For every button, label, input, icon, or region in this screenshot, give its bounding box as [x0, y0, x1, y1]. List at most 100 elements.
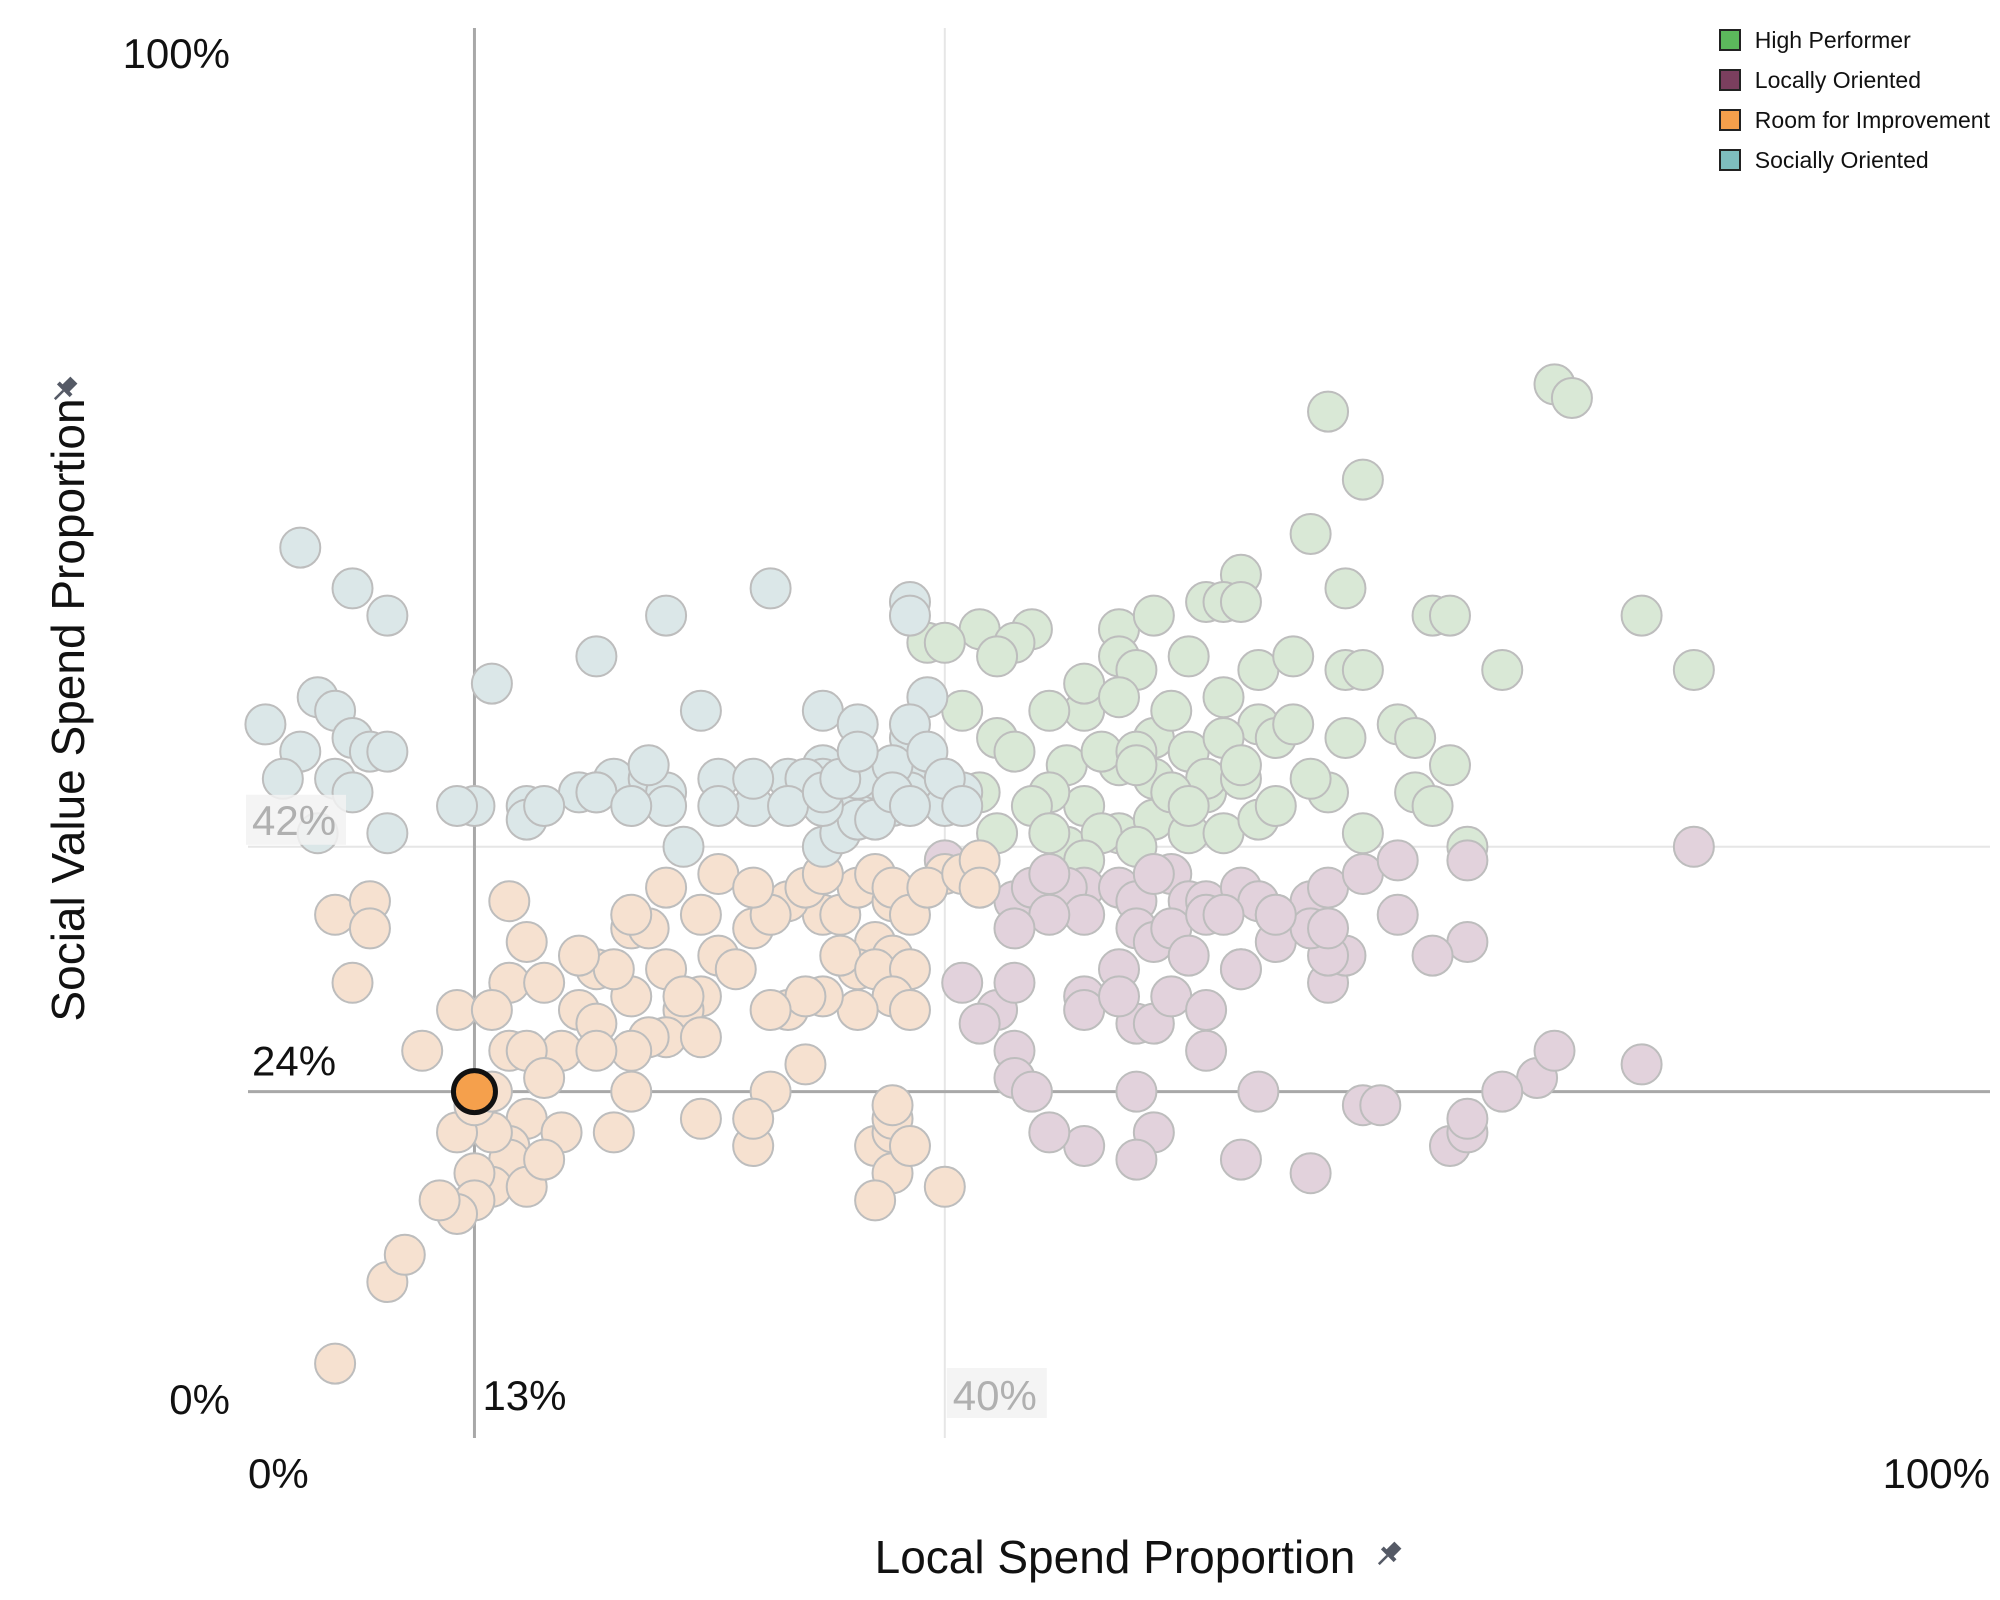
- data-point-locally-oriented[interactable]: [1446, 839, 1489, 882]
- data-point-high-performer[interactable]: [1254, 785, 1297, 827]
- data-point-room-for-improvement[interactable]: [418, 1179, 461, 1222]
- data-point-socially-oriented[interactable]: [749, 567, 792, 610]
- data-point-locally-oriented[interactable]: [1185, 1029, 1228, 1072]
- data-point-room-for-improvement[interactable]: [592, 1111, 635, 1154]
- data-point-room-for-improvement[interactable]: [784, 1043, 827, 1086]
- data-point-room-for-improvement[interactable]: [314, 1342, 357, 1385]
- data-point-locally-oriented[interactable]: [1010, 1070, 1053, 1113]
- data-point-room-for-improvement[interactable]: [854, 1179, 897, 1222]
- data-point-high-performer[interactable]: [1202, 676, 1245, 719]
- data-point-room-for-improvement[interactable]: [575, 1029, 618, 1072]
- data-point-socially-oriented[interactable]: [679, 689, 722, 732]
- data-point-locally-oriented[interactable]: [1237, 1070, 1280, 1113]
- data-point-socially-oriented[interactable]: [366, 812, 409, 855]
- data-point-high-performer[interactable]: [1028, 689, 1071, 732]
- data-point-locally-oriented[interactable]: [1289, 1152, 1332, 1195]
- data-point-high-performer[interactable]: [1620, 594, 1663, 637]
- data-point-socially-oriented[interactable]: [627, 744, 670, 787]
- data-point-room-for-improvement[interactable]: [505, 921, 548, 963]
- legend-item-locally-oriented[interactable]: Locally Oriented: [1718, 60, 1990, 100]
- data-point-room-for-improvement[interactable]: [732, 1097, 775, 1140]
- data-point-room-for-improvement[interactable]: [523, 1138, 566, 1181]
- data-point-locally-oriented[interactable]: [1098, 975, 1140, 1018]
- data-point-socially-oriented[interactable]: [331, 567, 374, 610]
- data-point-room-for-improvement[interactable]: [958, 866, 1001, 909]
- data-point-high-performer[interactable]: [1272, 635, 1315, 678]
- data-point-high-performer[interactable]: [1219, 744, 1262, 787]
- data-point-socially-oriented[interactable]: [436, 785, 479, 827]
- data-point-locally-oriented[interactable]: [941, 961, 984, 1004]
- data-point-high-performer[interactable]: [1481, 649, 1524, 691]
- data-point-room-for-improvement[interactable]: [645, 866, 688, 909]
- data-point-socially-oriented[interactable]: [261, 757, 304, 800]
- data-point-locally-oriented[interactable]: [1376, 839, 1419, 882]
- legend-item-room-for-improvement[interactable]: Room for Improvement: [1718, 100, 1990, 140]
- data-point-high-performer[interactable]: [1324, 717, 1367, 759]
- data-point-high-performer[interactable]: [1341, 458, 1384, 501]
- data-point-room-for-improvement[interactable]: [871, 1084, 914, 1127]
- data-point-socially-oriented[interactable]: [279, 526, 322, 569]
- data-point-locally-oriented[interactable]: [1219, 1138, 1262, 1181]
- data-point-high-performer[interactable]: [1341, 812, 1384, 855]
- data-point-locally-oriented[interactable]: [1132, 853, 1175, 895]
- data-point-high-performer[interactable]: [1307, 390, 1350, 433]
- data-point-room-for-improvement[interactable]: [714, 948, 757, 991]
- data-point-room-for-improvement[interactable]: [610, 893, 653, 936]
- data-point-locally-oriented[interactable]: [1533, 1029, 1576, 1072]
- data-point-high-performer[interactable]: [1150, 689, 1193, 732]
- data-point-room-for-improvement[interactable]: [401, 1029, 444, 1072]
- data-point-high-performer[interactable]: [1394, 717, 1437, 759]
- data-point-room-for-improvement[interactable]: [348, 907, 391, 950]
- data-point-high-performer[interactable]: [1341, 649, 1384, 691]
- data-point-locally-oriented[interactable]: [1185, 989, 1228, 1031]
- data-point-high-performer[interactable]: [1098, 676, 1140, 719]
- data-point-socially-oriented[interactable]: [888, 594, 931, 637]
- data-point-locally-oriented[interactable]: [1446, 1097, 1489, 1140]
- data-point-locally-oriented[interactable]: [1254, 893, 1297, 936]
- data-point-socially-oriented[interactable]: [610, 785, 653, 827]
- data-point-high-performer[interactable]: [1411, 785, 1454, 827]
- data-point-locally-oriented[interactable]: [1028, 853, 1071, 895]
- data-point-locally-oriented[interactable]: [1115, 1138, 1158, 1181]
- data-point-room-for-improvement[interactable]: [523, 961, 566, 1004]
- data-point-room-for-improvement[interactable]: [749, 989, 792, 1031]
- data-point-socially-oriented[interactable]: [366, 730, 409, 773]
- data-point-locally-oriented[interactable]: [993, 961, 1036, 1004]
- data-point-socially-oriented[interactable]: [662, 825, 705, 868]
- legend-item-high-performer[interactable]: High Performer: [1718, 20, 1990, 60]
- data-point-locally-oriented[interactable]: [1167, 934, 1210, 977]
- data-point-locally-oriented[interactable]: [1376, 893, 1419, 936]
- data-point-room-for-improvement[interactable]: [888, 1125, 931, 1167]
- data-point-high-performer[interactable]: [1289, 757, 1332, 800]
- data-point-room-for-improvement[interactable]: [470, 989, 513, 1031]
- data-point-room-for-improvement[interactable]: [488, 880, 531, 923]
- data-point-high-performer[interactable]: [993, 730, 1036, 773]
- data-point-room-for-improvement[interactable]: [557, 934, 600, 977]
- data-point-high-performer[interactable]: [1132, 594, 1175, 637]
- data-point-locally-oriented[interactable]: [1307, 907, 1350, 950]
- data-point-locally-oriented[interactable]: [958, 1002, 1001, 1045]
- data-point-high-performer[interactable]: [1167, 635, 1210, 678]
- legend-item-socially-oriented[interactable]: Socially Oriented: [1718, 140, 1990, 180]
- data-point-room-for-improvement[interactable]: [383, 1233, 426, 1276]
- data-point-locally-oriented[interactable]: [993, 907, 1036, 950]
- pin-icon[interactable]: [1372, 1539, 1404, 1571]
- data-point-socially-oriented[interactable]: [575, 635, 618, 678]
- data-point-socially-oriented[interactable]: [470, 662, 513, 705]
- data-point-high-performer[interactable]: [1428, 744, 1471, 787]
- data-point-socially-oriented[interactable]: [836, 730, 879, 773]
- data-point-high-performer[interactable]: [1289, 513, 1332, 555]
- data-point-socially-oriented[interactable]: [244, 703, 287, 746]
- data-point-room-for-improvement[interactable]: [732, 866, 775, 909]
- data-point-high-performer[interactable]: [1324, 567, 1367, 610]
- data-point-socially-oriented[interactable]: [888, 785, 931, 827]
- data-point-high-performer[interactable]: [923, 621, 966, 664]
- data-point-high-performer[interactable]: [1272, 703, 1315, 746]
- data-point-room-for-improvement[interactable]: [679, 893, 722, 936]
- data-point-high-performer[interactable]: [1672, 649, 1715, 691]
- data-point-room-for-improvement[interactable]: [662, 975, 705, 1018]
- pin-icon[interactable]: [48, 374, 80, 406]
- data-point-high-performer[interactable]: [1028, 812, 1071, 855]
- data-point-socially-oriented[interactable]: [523, 785, 566, 827]
- data-point-high-performer[interactable]: [1428, 594, 1471, 637]
